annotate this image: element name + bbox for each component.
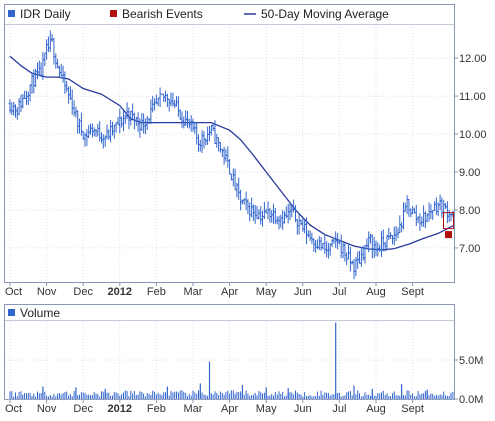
x-tick-label: Jun (294, 403, 312, 415)
x-tick-label: Aug (366, 403, 386, 415)
x-tick-label: Oct (5, 403, 22, 415)
volume-legend: Volume (8, 306, 60, 320)
volume-y-tick-label: 5.0M (459, 355, 483, 367)
volume-series (9, 322, 454, 399)
legend-square-icon (8, 10, 15, 17)
x-tick-label: 2012 (108, 403, 132, 415)
price-series (8, 30, 455, 280)
x-tick-label: Jul (332, 286, 346, 298)
volume-panel: Volume 0.0M 5.0M Oct Nov Dec 2012 Feb Mar Apr Ma… (4, 304, 483, 415)
x-tick-label: 2012 (108, 286, 132, 298)
legend-label: 50-Day Moving Average (261, 7, 389, 21)
price-x-axis: Oct Nov Dec 2012 Feb Mar Apr May Jun Jul Aug Sept (5, 282, 424, 298)
x-tick-label: May (256, 286, 277, 298)
bearish-event-bracket (443, 212, 454, 230)
price-y-tick-label: 9.00 (459, 167, 480, 179)
x-tick-label: Jul (332, 403, 346, 415)
volume-y-tick-label: 0.0M (459, 394, 483, 406)
legend-label: Bearish Events (122, 7, 203, 21)
price-grid (5, 24, 454, 282)
bearish-events-series (443, 212, 454, 239)
legend-label: Volume (20, 306, 60, 320)
price-y-tick-label: 8.00 (459, 205, 480, 217)
volume-x-axis: Oct Nov Dec 2012 Feb Mar Apr May Jun Jul Aug Sept (5, 399, 424, 415)
volume-y-axis: 0.0M 5.0M (454, 355, 483, 406)
x-tick-label: Dec (73, 403, 93, 415)
x-tick-label: Dec (73, 286, 93, 298)
price-y-axis: 7.00 8.00 9.00 10.00 11.00 12.00 (454, 53, 487, 255)
x-tick-label: Apr (221, 286, 238, 298)
price-y-tick-label: 12.00 (459, 53, 487, 65)
bearish-event-marker (445, 231, 452, 239)
volume-grid (5, 321, 454, 400)
legend-label: IDR Daily (20, 7, 71, 21)
x-tick-label: Apr (221, 403, 238, 415)
price-y-tick-label: 11.00 (459, 91, 486, 103)
price-legend: IDR Daily Bearish Events 50-Day Moving Ave… (8, 7, 389, 21)
x-tick-label: Aug (366, 286, 386, 298)
x-tick-label: Mar (184, 286, 203, 298)
x-tick-label: Nov (37, 403, 57, 415)
price-y-tick-label: 7.00 (459, 243, 480, 255)
x-tick-label: Feb (147, 286, 166, 298)
x-tick-label: Mar (184, 403, 203, 415)
price-legend-background (5, 5, 454, 24)
x-tick-label: Sept (401, 286, 424, 298)
volume-legend-background (5, 305, 454, 320)
x-tick-label: Jun (294, 286, 312, 298)
x-tick-label: Oct (5, 286, 22, 298)
x-tick-label: May (256, 403, 277, 415)
x-tick-label: Nov (37, 286, 57, 298)
legend-square-icon (8, 309, 15, 316)
x-tick-label: Feb (147, 403, 166, 415)
price-panel-frame (4, 4, 455, 283)
price-panel: IDR Daily Bearish Events 50-Day Moving Ave… (4, 4, 487, 298)
legend-square-icon (110, 10, 117, 17)
price-y-tick-label: 10.00 (459, 129, 487, 141)
x-tick-label: Sept (401, 403, 424, 415)
